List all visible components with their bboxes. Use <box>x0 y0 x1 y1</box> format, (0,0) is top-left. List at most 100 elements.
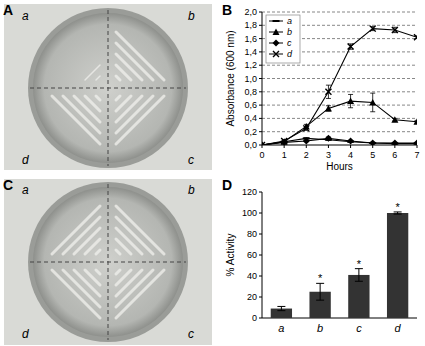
error-bar <box>326 106 331 111</box>
y-axis-title: % Activity <box>225 234 236 277</box>
legend-marker <box>273 29 280 36</box>
quadrant-label: c <box>188 327 194 341</box>
annotation: * <box>318 272 323 284</box>
panel-letter: B <box>222 2 232 18</box>
marker <box>347 98 354 105</box>
tick-label: 120 <box>242 187 257 197</box>
legend: abcd <box>266 15 300 63</box>
error-bar <box>348 44 353 49</box>
quadrant-label: a <box>22 9 29 23</box>
marker <box>369 140 376 145</box>
legend-label: d <box>287 49 293 59</box>
y-axis-title: Absorbance (600 nm) <box>225 30 236 126</box>
streak <box>116 32 164 80</box>
marker <box>414 118 418 125</box>
tick-label: 40 <box>247 271 257 281</box>
streak <box>96 76 100 80</box>
marker <box>348 44 354 50</box>
quadrant-label: b <box>188 9 195 23</box>
annotation: * <box>357 258 362 270</box>
tick-label: 5 <box>370 150 375 160</box>
streak <box>96 250 100 254</box>
legend-marker <box>273 51 279 57</box>
panel-letter: C <box>3 177 13 193</box>
photo-background <box>4 4 212 170</box>
plate-rim <box>28 8 188 168</box>
legend-line <box>269 21 283 22</box>
marker <box>414 34 417 40</box>
plate-panel: Aabcd <box>3 2 212 170</box>
legend-label: b <box>287 27 292 37</box>
tick-label: 80 <box>247 229 257 239</box>
quadrant-label: b <box>188 183 195 197</box>
tick-label: 6 <box>392 150 397 160</box>
marker <box>303 125 309 131</box>
quadrant-label: a <box>22 183 29 197</box>
marker <box>369 99 376 106</box>
plate-panel: Ca b c d <box>3 177 212 345</box>
tick-label: 1,0 <box>244 74 257 84</box>
annotation: * <box>395 201 400 213</box>
streak <box>116 206 164 254</box>
legend-label: a <box>287 16 292 26</box>
tick-mark <box>372 145 373 148</box>
line-chart: B0,00,20,40,60,81,01,21,41,61,82,0Absorb… <box>222 2 421 172</box>
bar-chart: D020406080100120% Activitya*b*c*d <box>222 177 417 334</box>
photo-background <box>4 179 212 345</box>
marker <box>325 105 332 112</box>
panel-letter: D <box>222 177 232 193</box>
error-bar <box>370 93 375 112</box>
divider <box>108 184 109 340</box>
streak <box>96 270 100 274</box>
tick-mark <box>306 145 307 148</box>
tick-label: 1 <box>282 150 287 160</box>
legend-marker <box>273 40 280 47</box>
tick-mark <box>350 145 351 148</box>
tick-label: 0 <box>252 313 257 323</box>
category-label: a <box>278 322 284 334</box>
streak <box>116 76 120 80</box>
tick-label: 2,0 <box>244 7 257 17</box>
grid-line <box>262 65 417 66</box>
tick-label: 4 <box>348 150 353 160</box>
streak <box>52 206 100 254</box>
grid-line <box>262 78 417 79</box>
tick-label: 2 <box>304 150 309 160</box>
marker <box>414 140 418 145</box>
streak <box>52 270 100 318</box>
grid-line <box>262 131 417 132</box>
category-label: b <box>317 322 323 334</box>
tick-label: 1,4 <box>244 47 257 57</box>
marker <box>325 89 331 95</box>
marker <box>303 138 310 145</box>
quadrant-label: d <box>22 327 29 341</box>
tick-label: 7 <box>414 150 419 160</box>
tick-label: 3 <box>326 150 331 160</box>
marker <box>392 27 398 33</box>
error-bar <box>326 85 331 98</box>
streak <box>52 96 100 144</box>
tick-mark <box>394 145 395 148</box>
legend-box <box>266 15 300 63</box>
legend-marker <box>273 20 280 22</box>
series-line <box>262 101 417 145</box>
y-axis <box>262 12 263 145</box>
tick-label: 100 <box>242 208 257 218</box>
streak <box>116 96 164 144</box>
tick-mark <box>284 145 285 148</box>
divider <box>108 10 109 166</box>
category-label: c <box>356 322 362 334</box>
marker <box>347 138 354 145</box>
tick-label: 60 <box>247 250 257 260</box>
tick-label: 1,2 <box>244 60 257 70</box>
tick-mark <box>328 145 329 148</box>
tick-label: 0,8 <box>244 87 257 97</box>
tick-mark <box>417 145 418 148</box>
tick-label: 0,2 <box>244 127 257 137</box>
error-bar <box>316 283 324 300</box>
plot-area <box>271 212 409 318</box>
error-bar <box>348 94 353 107</box>
streak <box>116 250 120 254</box>
marker <box>325 135 332 142</box>
marker <box>391 116 398 123</box>
